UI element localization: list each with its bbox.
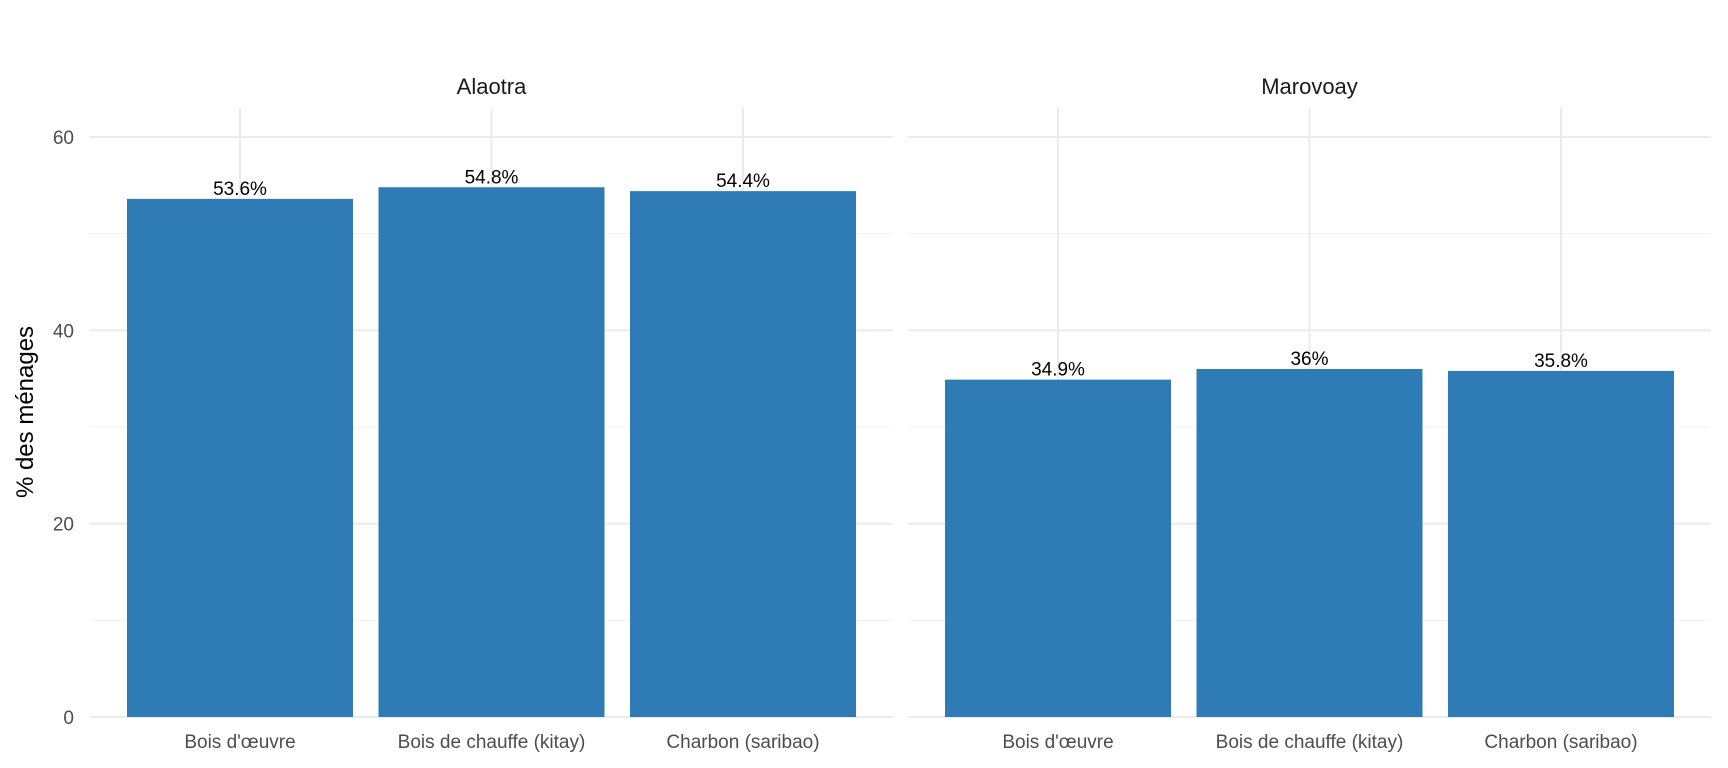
y-tick-label: 60 xyxy=(53,128,74,149)
y-axis-label: % des ménages xyxy=(12,326,39,498)
x-tick-label: Bois d'œuvre xyxy=(1002,732,1113,753)
y-tick-label: 20 xyxy=(53,515,74,536)
data-label: 36% xyxy=(1290,349,1328,370)
bar xyxy=(1196,369,1423,717)
bar xyxy=(945,379,1171,717)
x-tick-label: Charbon (saribao) xyxy=(666,732,819,753)
bar xyxy=(630,191,856,718)
facet-title-alaotra: Alaotra xyxy=(457,74,527,99)
data-label: 35.8% xyxy=(1534,351,1588,372)
y-tick-label: 0 xyxy=(63,708,74,729)
x-tick-label: Bois de chauffe (kitay) xyxy=(1216,732,1404,753)
data-label: 34.9% xyxy=(1031,360,1085,381)
x-tick-label: Bois d'œuvre xyxy=(184,732,295,753)
data-label: 53.6% xyxy=(213,179,267,200)
x-tick-label: Charbon (saribao) xyxy=(1484,732,1637,753)
data-label: 54.4% xyxy=(716,171,770,192)
bar xyxy=(1448,370,1674,717)
y-tick-label: 40 xyxy=(53,321,74,342)
bar xyxy=(378,187,605,717)
data-label: 54.8% xyxy=(465,167,519,188)
bar xyxy=(127,198,353,717)
x-tick-label: Bois de chauffe (kitay) xyxy=(398,732,586,753)
facet-title-marovoay: Marovoay xyxy=(1261,74,1358,99)
